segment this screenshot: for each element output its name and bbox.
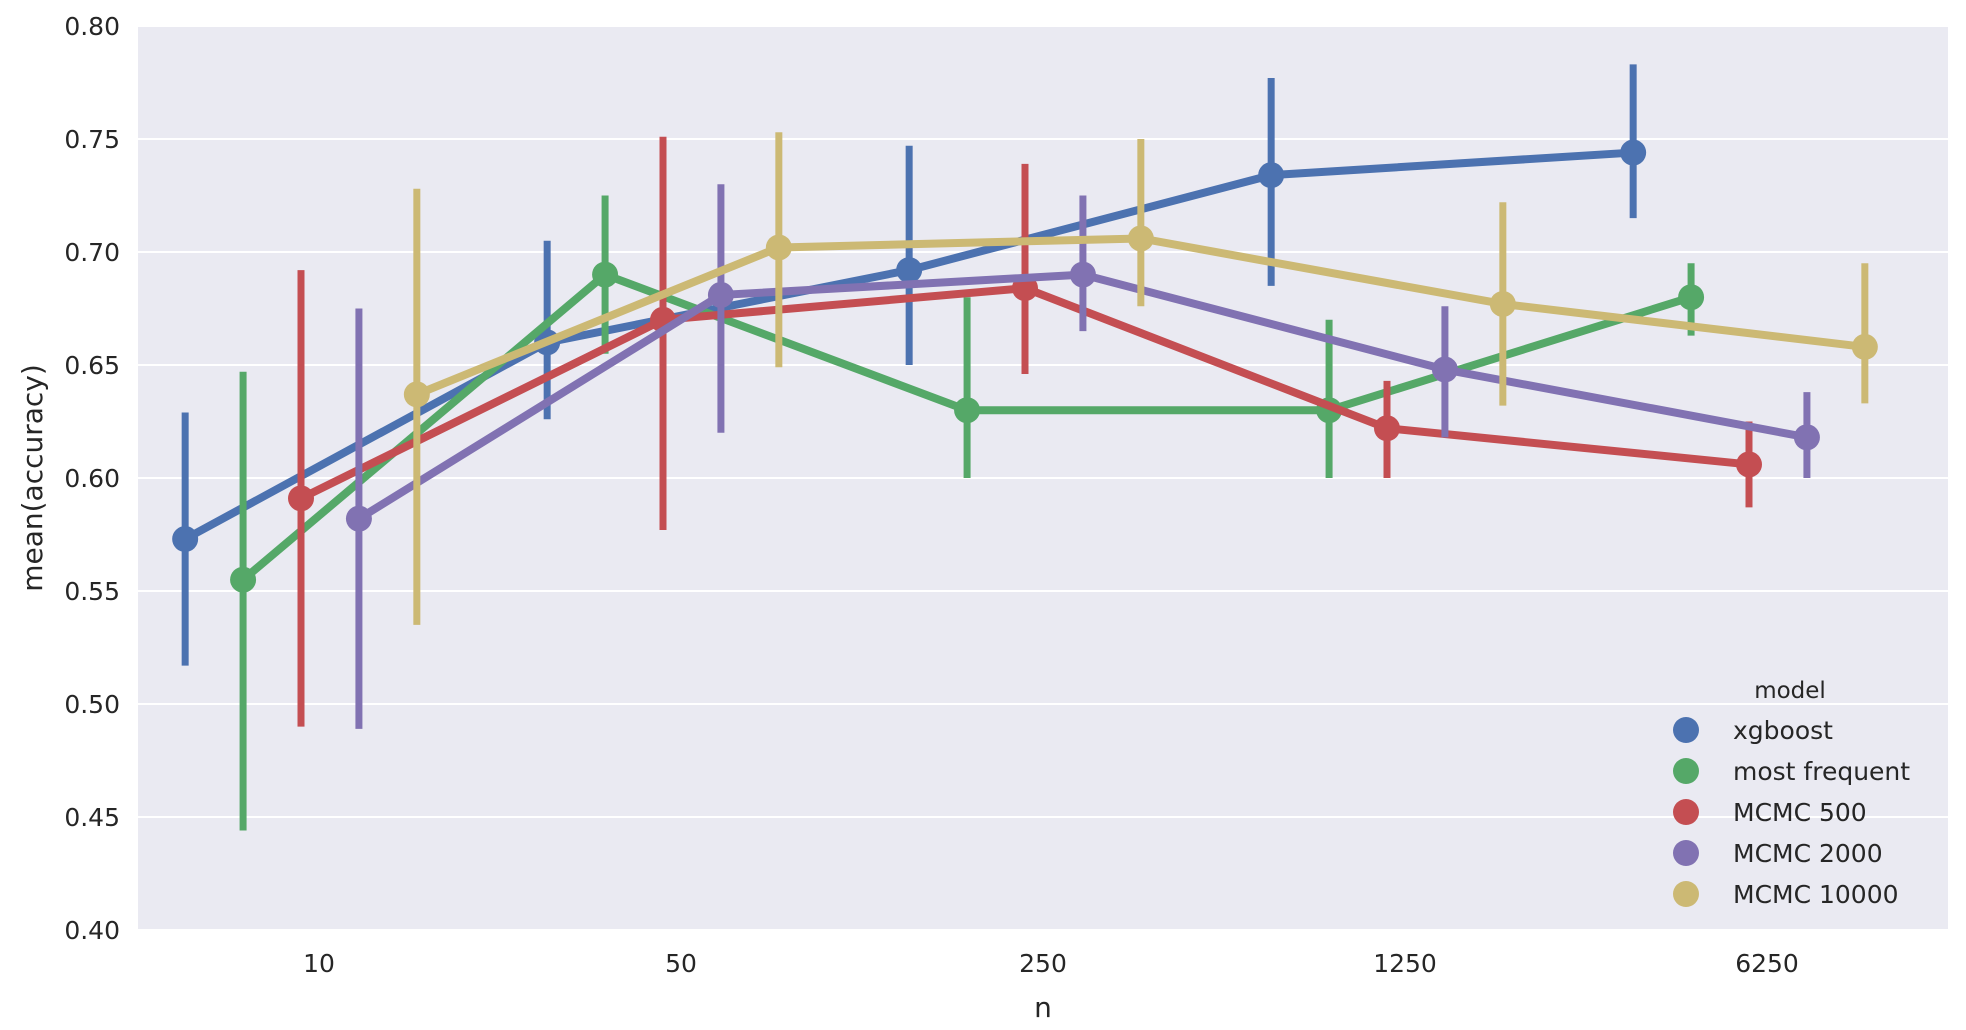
y-tick-label: 0.80 <box>64 12 120 41</box>
legend-title: model <box>1754 678 1826 704</box>
data-point <box>288 485 314 512</box>
data-point <box>1793 424 1820 451</box>
y-axis-label: mean(accuracy) <box>16 364 49 592</box>
y-tick-label: 0.70 <box>64 238 120 267</box>
data-point <box>707 281 734 308</box>
data-point <box>1678 284 1705 311</box>
legend-label: most frequent <box>1733 757 1910 786</box>
y-tick-label: 0.50 <box>64 690 120 719</box>
data-point <box>403 381 430 408</box>
y-tick-label: 0.65 <box>64 351 120 380</box>
x-axis: 10 50 250 1250 6250 <box>303 949 1799 978</box>
data-point <box>1851 333 1878 360</box>
legend-label: MCMC 10000 <box>1733 880 1899 909</box>
data-point <box>1069 261 1096 288</box>
series-4 <box>403 132 1878 625</box>
x-axis-label: n <box>1034 991 1052 1024</box>
x-tick-label: 1250 <box>1373 949 1437 978</box>
data-point <box>765 234 792 261</box>
y-axis: 0.40 0.45 0.50 0.55 0.60 0.65 0.70 0.75 0.80 <box>64 12 120 945</box>
y-tick-label: 0.45 <box>64 803 120 832</box>
data-point <box>1258 162 1285 189</box>
y-tick-label: 0.55 <box>64 577 120 606</box>
legend-item: xgboost <box>1673 716 1833 745</box>
x-tick-label: 10 <box>303 949 335 978</box>
y-tick-label: 0.40 <box>64 916 120 945</box>
legend-marker <box>1673 717 1699 743</box>
legend-item: MCMC 500 <box>1673 798 1867 827</box>
data-point <box>172 526 199 553</box>
x-tick-label: 6250 <box>1735 949 1799 978</box>
series-3 <box>345 184 1820 729</box>
data-point <box>1431 356 1458 383</box>
legend-item: most frequent <box>1673 757 1910 786</box>
data-point <box>1374 415 1400 442</box>
data-point <box>1736 451 1762 478</box>
legend-marker <box>1673 799 1699 825</box>
legend-marker <box>1673 758 1699 784</box>
x-tick-label: 250 <box>1019 949 1067 978</box>
data-point <box>1127 225 1154 252</box>
legend-marker <box>1673 840 1699 866</box>
legend-label: MCMC 2000 <box>1733 839 1883 868</box>
data-point <box>230 566 257 593</box>
y-tick-label: 0.60 <box>64 464 120 493</box>
series-0 <box>172 64 1647 666</box>
data-point <box>592 261 619 288</box>
legend-marker <box>1673 881 1699 907</box>
y-tick-label: 0.75 <box>64 125 120 154</box>
data-point <box>1489 290 1516 317</box>
data-point <box>954 397 981 424</box>
x-tick-label: 50 <box>665 949 697 978</box>
legend-label: MCMC 500 <box>1733 798 1867 827</box>
data-point <box>1620 139 1647 166</box>
grid-lines <box>138 25 1948 931</box>
legend-item: MCMC 2000 <box>1673 839 1883 868</box>
data-point <box>345 505 372 532</box>
data-point <box>896 257 923 284</box>
legend: model xgboost most frequent MCMC 500 MCMC 2… <box>1673 678 1910 909</box>
series-layer <box>172 64 1878 831</box>
legend-label: xgboost <box>1733 716 1833 745</box>
legend-item: MCMC 10000 <box>1673 880 1899 909</box>
